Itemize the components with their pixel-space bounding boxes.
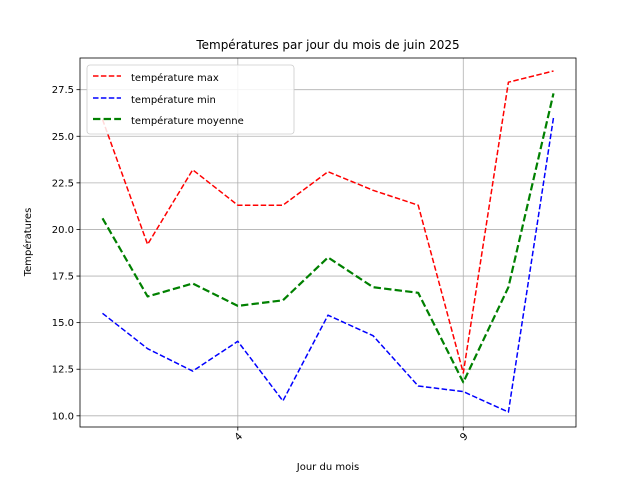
y-tick-label: 15.0: [52, 318, 74, 329]
y-tick-label: 25.0: [52, 132, 74, 143]
series-line-max: [101, 70, 554, 374]
legend-label-max: température max: [131, 72, 219, 84]
y-axis-ticks: 10.0 12.5 15.0 17.5 20.0 22.5 25.0 27.5: [52, 85, 80, 422]
y-tick-label: 17.5: [52, 272, 74, 283]
y-tick-label: 12.5: [52, 365, 74, 376]
y-tick-label: 22.5: [52, 178, 74, 189]
y-tick-label: 27.5: [52, 85, 74, 96]
chart-title: Températures par jour du mois de juin 20…: [195, 38, 459, 52]
plot-frame: [79, 57, 577, 428]
legend-box: [86, 64, 295, 135]
legend: température max température min températ…: [86, 64, 295, 135]
series-layer: [101, 70, 555, 413]
y-axis-label: Températures: [22, 208, 34, 278]
series-line-min: [102, 117, 555, 413]
y-tick-label: 10.0: [52, 411, 74, 422]
y-tick-label: 20.0: [52, 225, 74, 236]
x-axis-label: Jour du mois: [296, 462, 359, 473]
legend-label-min: température min: [131, 94, 216, 106]
legend-label-moyenne: température moyenne: [131, 115, 244, 127]
series-line-moyenne: [101, 93, 555, 384]
